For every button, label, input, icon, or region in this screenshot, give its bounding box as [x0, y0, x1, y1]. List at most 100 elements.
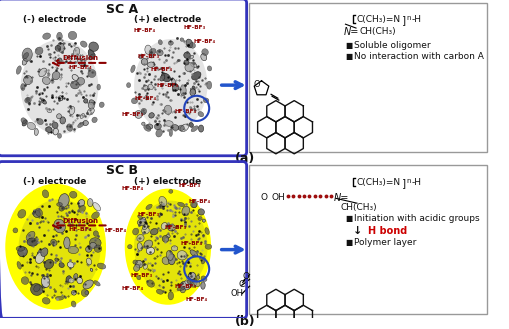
Text: C: C: [238, 280, 244, 289]
Ellipse shape: [46, 127, 52, 132]
Ellipse shape: [191, 203, 196, 208]
Text: ]: ]: [401, 178, 405, 188]
Ellipse shape: [196, 275, 199, 279]
Ellipse shape: [89, 100, 95, 105]
Ellipse shape: [58, 134, 62, 138]
Ellipse shape: [43, 33, 50, 39]
Text: n: n: [406, 15, 411, 21]
Ellipse shape: [67, 262, 74, 268]
Ellipse shape: [147, 280, 154, 287]
Ellipse shape: [18, 247, 27, 257]
Ellipse shape: [197, 112, 203, 117]
Ellipse shape: [149, 113, 154, 118]
Ellipse shape: [64, 237, 70, 249]
Ellipse shape: [190, 63, 196, 67]
Ellipse shape: [69, 107, 75, 115]
Ellipse shape: [93, 231, 98, 236]
Ellipse shape: [82, 120, 88, 126]
Ellipse shape: [192, 86, 195, 91]
Text: CH(CH₃): CH(CH₃): [359, 27, 395, 36]
Ellipse shape: [167, 292, 173, 300]
Ellipse shape: [190, 201, 197, 208]
Ellipse shape: [42, 280, 47, 288]
Ellipse shape: [161, 222, 167, 229]
Text: C(CH₃)=N: C(CH₃)=N: [355, 15, 400, 24]
Ellipse shape: [94, 245, 102, 252]
Ellipse shape: [18, 199, 100, 298]
Text: HF-BF₄: HF-BF₄: [133, 29, 156, 34]
Ellipse shape: [59, 263, 64, 267]
Ellipse shape: [31, 284, 43, 295]
Text: HF-BF₄: HF-BF₄: [181, 241, 203, 246]
Ellipse shape: [150, 229, 158, 235]
Ellipse shape: [20, 40, 98, 134]
Ellipse shape: [164, 121, 173, 126]
Ellipse shape: [137, 242, 142, 251]
Ellipse shape: [184, 60, 189, 65]
Ellipse shape: [69, 191, 77, 198]
Text: (a): (a): [234, 152, 254, 165]
Ellipse shape: [133, 265, 139, 271]
Text: ■: ■: [345, 41, 352, 50]
Text: HF-BF₃: HF-BF₃: [137, 212, 159, 217]
Ellipse shape: [205, 228, 209, 235]
Ellipse shape: [136, 235, 144, 241]
Ellipse shape: [180, 124, 188, 132]
Ellipse shape: [133, 260, 137, 264]
Ellipse shape: [146, 124, 153, 129]
Ellipse shape: [68, 278, 74, 283]
Text: HF-BF₃: HF-BF₃: [179, 183, 201, 188]
Text: Initiation with acidic groups: Initiation with acidic groups: [353, 214, 479, 223]
Ellipse shape: [131, 98, 137, 104]
Ellipse shape: [184, 280, 190, 285]
Ellipse shape: [21, 277, 29, 285]
Ellipse shape: [141, 108, 147, 114]
Text: HF-BF₄: HF-BF₄: [134, 96, 157, 101]
Text: -H: -H: [411, 15, 421, 24]
Text: HF-BF₃: HF-BF₃: [131, 273, 153, 278]
Text: (-) electrode: (-) electrode: [23, 15, 86, 24]
Ellipse shape: [88, 102, 94, 109]
Ellipse shape: [52, 71, 60, 80]
Text: O: O: [260, 192, 267, 202]
Ellipse shape: [165, 234, 170, 238]
Ellipse shape: [156, 50, 163, 56]
Text: HF-BF₄: HF-BF₄: [174, 109, 196, 114]
Text: Polymer layer: Polymer layer: [353, 238, 416, 247]
Ellipse shape: [18, 210, 26, 218]
Ellipse shape: [80, 41, 87, 47]
Text: HF-BF₄: HF-BF₄: [104, 228, 126, 233]
FancyBboxPatch shape: [249, 3, 487, 152]
Ellipse shape: [137, 219, 146, 226]
Ellipse shape: [86, 258, 92, 265]
Ellipse shape: [42, 190, 49, 198]
Ellipse shape: [134, 111, 142, 118]
Text: HF-BF₃: HF-BF₃: [121, 112, 143, 117]
Text: (+) electrode: (+) electrode: [134, 177, 201, 186]
Text: HF-BF₃: HF-BF₃: [137, 54, 159, 59]
Text: HF-BF₃: HF-BF₃: [183, 25, 206, 30]
Text: No interaction with carbon A: No interaction with carbon A: [353, 52, 483, 61]
Text: Soluble oligomer: Soluble oligomer: [353, 41, 430, 50]
Ellipse shape: [205, 244, 211, 249]
Ellipse shape: [168, 254, 175, 265]
Ellipse shape: [156, 129, 162, 137]
Ellipse shape: [162, 236, 168, 242]
Ellipse shape: [172, 125, 179, 130]
Ellipse shape: [33, 210, 40, 217]
Ellipse shape: [188, 272, 195, 279]
Ellipse shape: [172, 79, 175, 85]
Ellipse shape: [187, 278, 192, 284]
Ellipse shape: [93, 203, 100, 211]
Ellipse shape: [13, 228, 18, 233]
Ellipse shape: [146, 204, 152, 210]
Ellipse shape: [143, 224, 148, 230]
Ellipse shape: [136, 275, 140, 280]
Text: Diffusion: Diffusion: [63, 55, 98, 61]
Ellipse shape: [5, 184, 106, 310]
Text: ■: ■: [345, 214, 352, 223]
Ellipse shape: [149, 48, 156, 55]
Ellipse shape: [88, 54, 95, 60]
Ellipse shape: [201, 54, 206, 61]
Text: SC A: SC A: [105, 3, 137, 16]
